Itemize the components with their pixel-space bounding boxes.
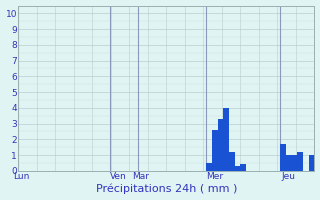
Bar xyxy=(297,152,303,171)
Bar xyxy=(223,108,229,171)
Bar xyxy=(286,155,292,171)
X-axis label: Précipitations 24h ( mm ): Précipitations 24h ( mm ) xyxy=(96,184,237,194)
Bar xyxy=(292,155,297,171)
Bar xyxy=(280,144,286,171)
Bar xyxy=(218,119,223,171)
Bar xyxy=(229,152,235,171)
Bar xyxy=(309,155,315,171)
Bar xyxy=(212,130,218,171)
Bar xyxy=(206,163,212,171)
Bar xyxy=(240,164,246,171)
Bar xyxy=(235,166,240,171)
